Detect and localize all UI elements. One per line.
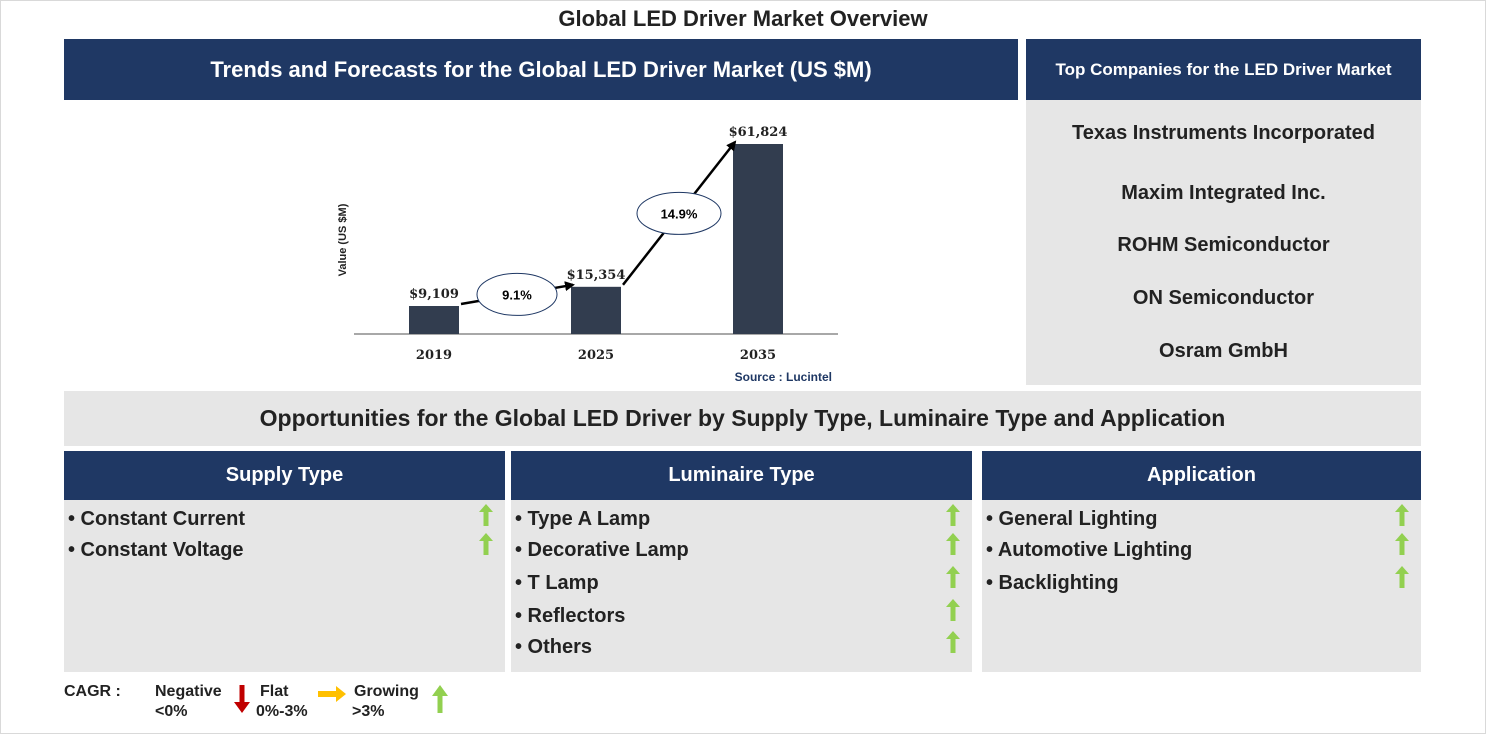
segment-item: • T Lamp (515, 572, 599, 594)
company-item: ON Semiconductor (1132, 287, 1315, 309)
bar (571, 286, 621, 334)
company-item: Osram GmbH (1159, 340, 1288, 362)
legend-growing-range: >3% (352, 703, 385, 720)
segment-item: • Decorative Lamp (515, 539, 689, 561)
growing-arrow-icon (1395, 533, 1409, 555)
growing-arrow-icon (1395, 504, 1409, 526)
segment-item: • Automotive Lighting (986, 539, 1193, 561)
segment-supply-type: Supply Type • Constant Current • Constan… (64, 451, 505, 672)
segment-header: Application (982, 451, 1421, 500)
growing-arrow-icon (946, 504, 960, 526)
segment-body: • General Lighting • Automotive Lighting… (982, 500, 1421, 672)
bar-chart: Value (US $M) $9,109 2019 $15,354 2025 $61,8… (337, 125, 838, 384)
negative-arrow-icon (234, 685, 250, 713)
company-item: Texas Instruments Incorporated (1071, 122, 1376, 144)
growing-arrow-icon (479, 533, 493, 555)
growing-arrow-icon (946, 533, 960, 555)
companies-header: Top Companies for the LED Driver Market (1026, 39, 1421, 100)
x-tick-label: 2025 (578, 348, 614, 363)
segment-item: • Type A Lamp (515, 508, 651, 530)
segment-header: Supply Type (64, 451, 505, 500)
growing-arrow-icon (946, 566, 960, 588)
opportunities-banner: Opportunities for the Global LED Driver … (64, 391, 1421, 446)
segment-item: • Constant Voltage (68, 539, 244, 561)
bar (409, 306, 459, 334)
legend-flat-label: Flat (260, 683, 289, 700)
cagr-label: 9.1% (502, 287, 532, 302)
segment-body: • Type A Lamp • Decorative Lamp • T Lamp… (511, 500, 972, 672)
segment-item: • Others (515, 636, 593, 658)
bar-value-label: $9,109 (409, 287, 459, 302)
segment-item: • Reflectors (515, 605, 626, 627)
segment-application: Application • General Lighting • Automot… (982, 451, 1421, 672)
legend-negative-range: <0% (155, 703, 188, 720)
growing-arrow-icon (946, 599, 960, 621)
bar-value-label: $15,354 (567, 268, 626, 283)
growing-arrow-icon (479, 504, 493, 526)
company-item: ROHM Semiconductor (1117, 234, 1330, 256)
legend-flat-range: 0%-3% (256, 703, 308, 720)
segment-luminaire-type: Luminaire Type • Type A Lamp • Decorativ… (511, 451, 972, 672)
growing-arrow-icon (1395, 566, 1409, 588)
bar (733, 144, 783, 334)
cagr-bubble (636, 191, 722, 235)
x-tick-label: 2035 (740, 348, 776, 363)
growing-arrow-icon (432, 685, 448, 713)
chart-header: Trends and Forecasts for the Global LED … (64, 39, 1018, 100)
companies-panel: Texas Instruments Incorporated Maxim Int… (1026, 100, 1421, 385)
growing-arrow-icon (946, 631, 960, 653)
segment-item: • Constant Current (68, 508, 246, 530)
page-title: Global LED Driver Market Overview (558, 6, 928, 31)
y-axis-label: Value (US $M) (337, 203, 349, 276)
legend-cagr-label: CAGR : (64, 683, 121, 700)
segment-header: Luminaire Type (511, 451, 972, 500)
x-tick-label: 2019 (416, 348, 452, 363)
cagr-label: 14.9% (661, 206, 698, 221)
legend-negative-label: Negative (155, 683, 222, 700)
company-item: Maxim Integrated Inc. (1121, 182, 1326, 204)
flat-arrow-icon (318, 686, 346, 702)
cagr-bubble (476, 272, 558, 316)
segment-body: • Constant Current • Constant Voltage (64, 500, 505, 672)
segment-item: • General Lighting (986, 508, 1158, 530)
legend-growing-label: Growing (354, 683, 419, 700)
cagr-legend: CAGR : Negative <0% Flat 0%-3% Growing >… (64, 682, 564, 732)
chart-area: Value (US $M) $9,109 2019 $15,354 2025 $61,8… (64, 100, 1018, 390)
source-label: Source : Lucintel (735, 370, 832, 384)
segment-item: • Backlighting (986, 572, 1119, 594)
bar-value-label: $61,824 (729, 125, 788, 140)
